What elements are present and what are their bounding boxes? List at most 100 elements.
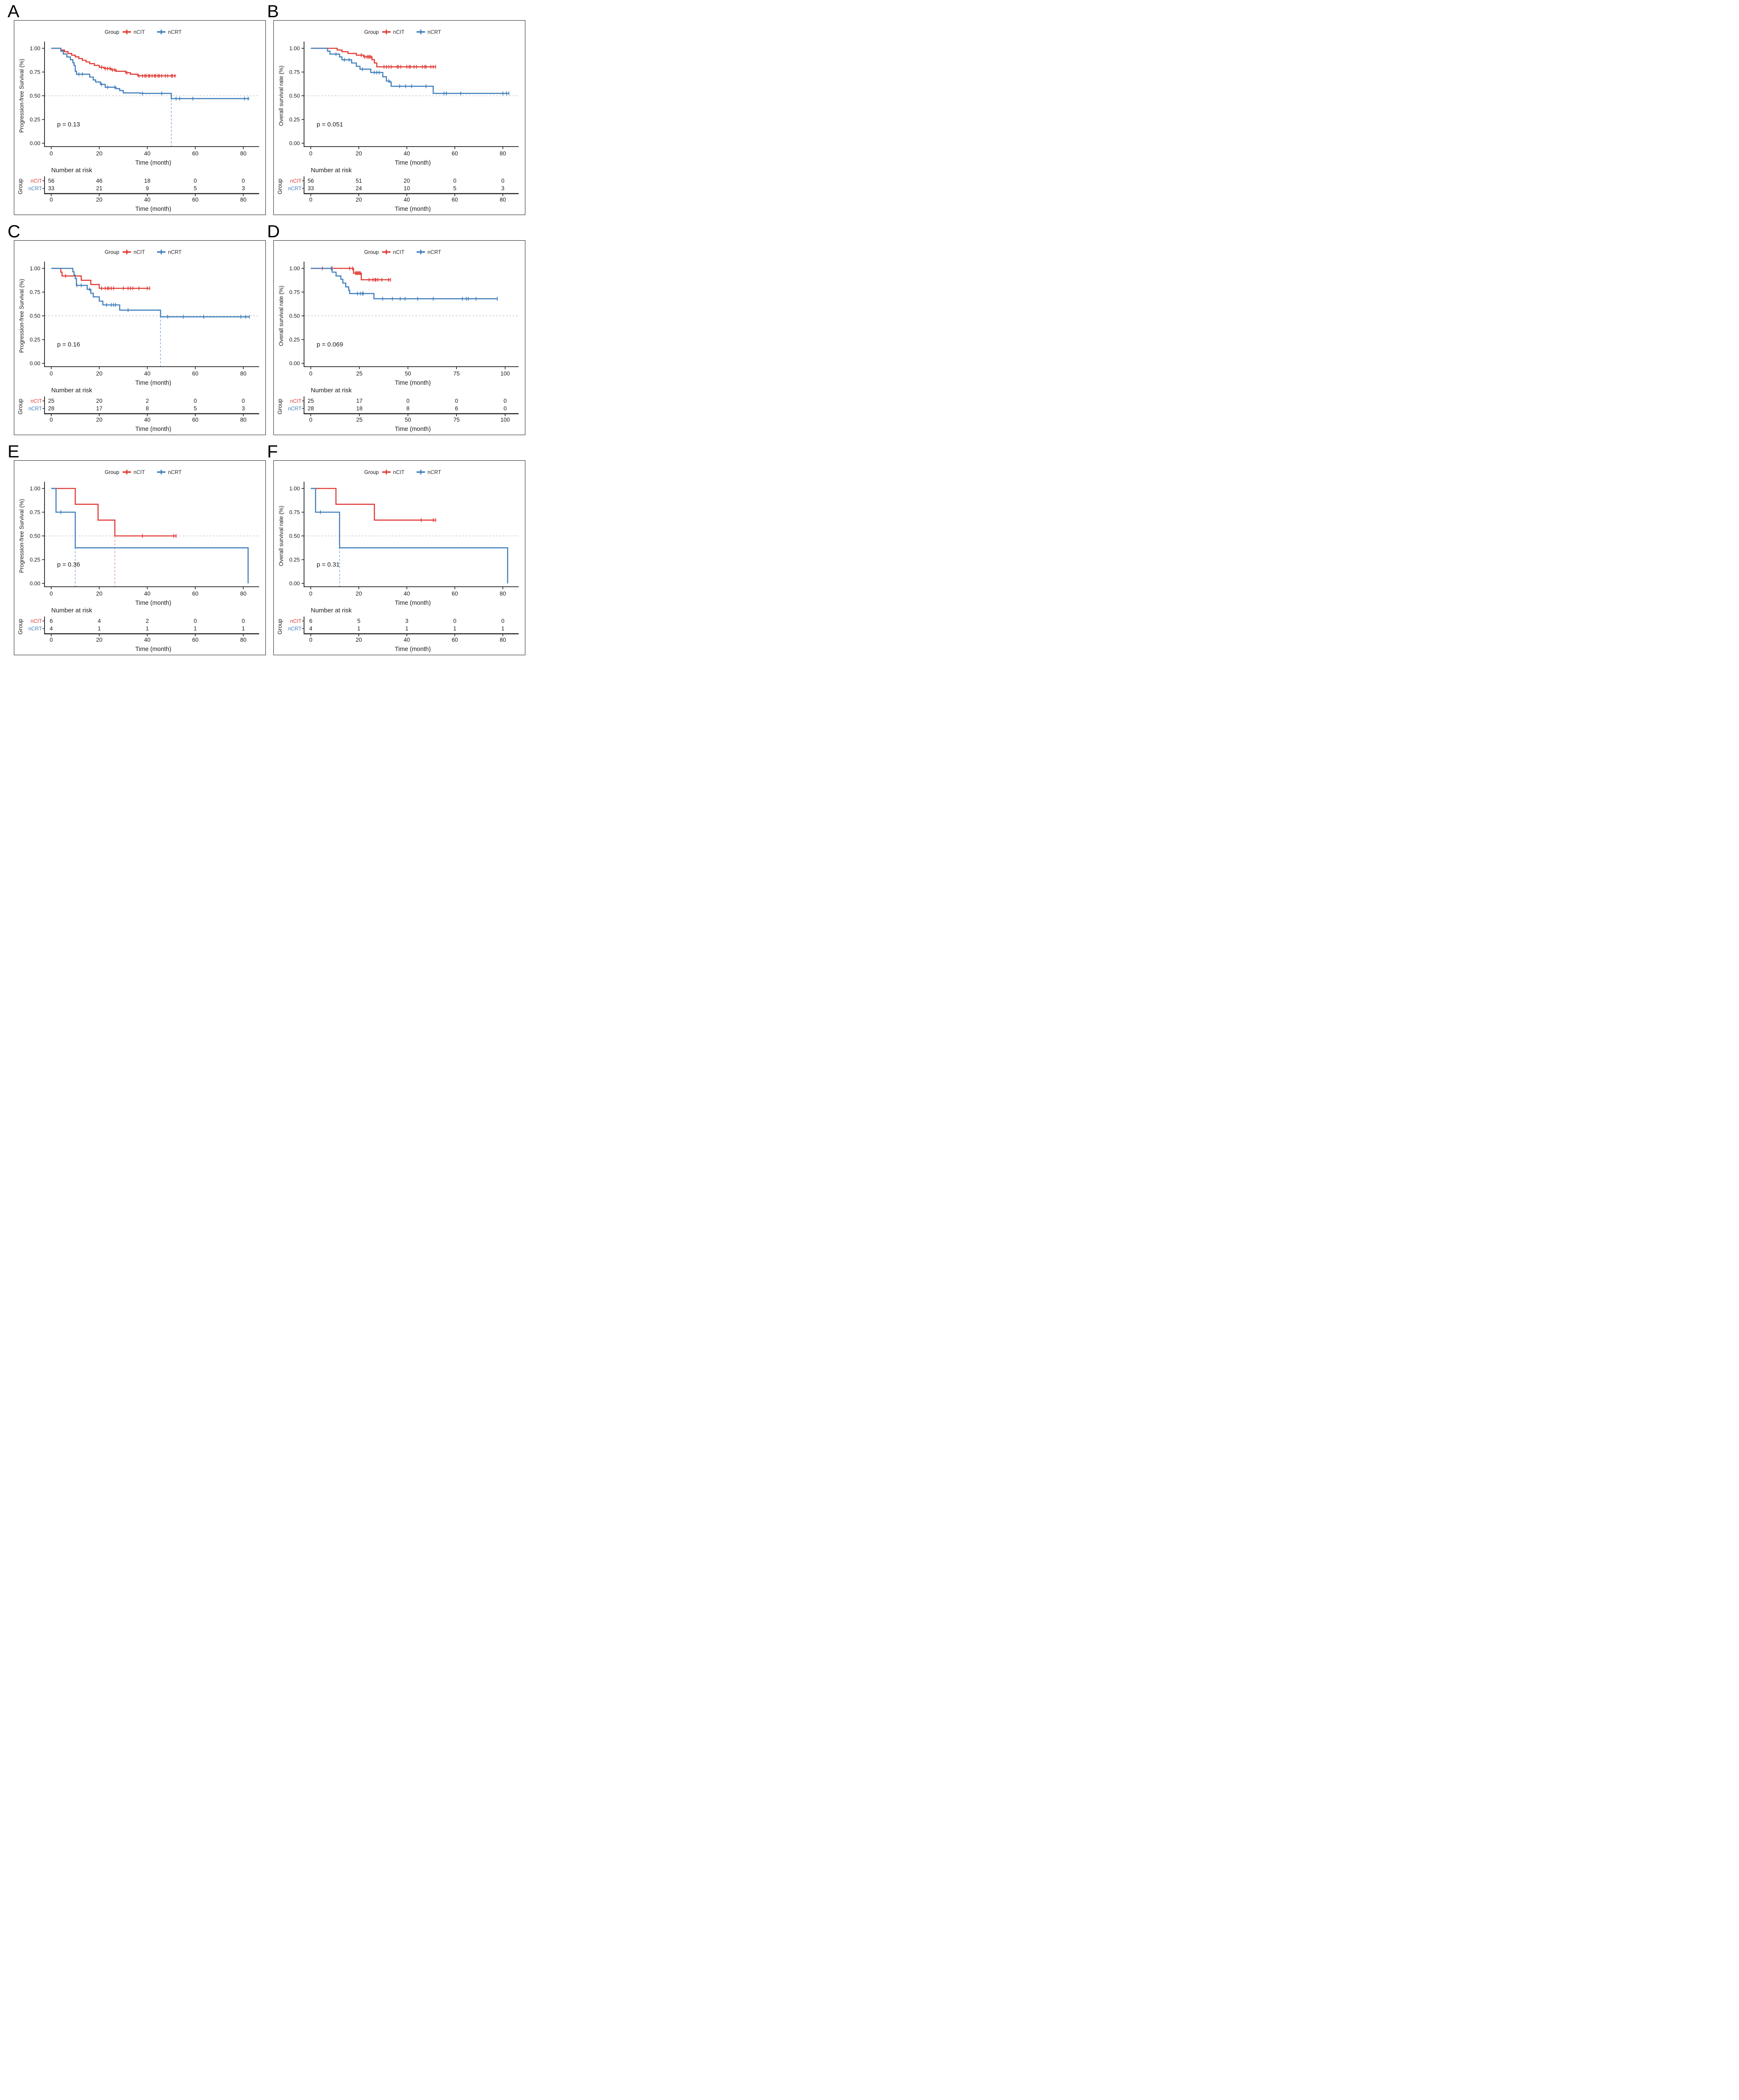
risk-count: 8 bbox=[407, 405, 410, 412]
risk-table-title: Number at risk bbox=[51, 167, 92, 174]
risk-x-tick-label: 0 bbox=[50, 417, 53, 423]
km-panel-F: Group nCIT nCRT 1.00 0.75 0.50 0.25 0.00 Overall… bbox=[273, 460, 525, 655]
risk-count: 28 bbox=[307, 405, 314, 412]
y-axis-title: Overall survival rate (%) bbox=[278, 506, 284, 566]
risk-x-tick-label: 20 bbox=[356, 197, 362, 203]
risk-count: 0 bbox=[242, 618, 245, 624]
y-tick-label: 0.25 bbox=[289, 336, 300, 343]
legend-label: nCIT bbox=[134, 470, 145, 475]
risk-count: 56 bbox=[48, 178, 54, 184]
legend-label: nCRT bbox=[168, 470, 182, 475]
x-axis-title: Time (month) bbox=[135, 160, 171, 166]
legend: Group nCIT nCRT bbox=[364, 29, 441, 35]
p-value-label: p = 0.36 bbox=[57, 561, 80, 568]
risk-count: 51 bbox=[356, 178, 362, 184]
risk-count: 4 bbox=[98, 618, 101, 624]
y-tick-label: 0.00 bbox=[30, 360, 40, 367]
legend: Group nCIT nCRT bbox=[364, 470, 441, 475]
x-tick-label: 80 bbox=[500, 591, 506, 597]
legend-item-nCRT: nCRT bbox=[417, 29, 441, 35]
x-tick-label: 50 bbox=[405, 370, 411, 377]
legend-item-nCRT: nCRT bbox=[157, 29, 182, 35]
km-curve-nCRT bbox=[51, 268, 249, 318]
risk-table-title: Number at risk bbox=[311, 167, 352, 174]
km-curve-nCIT bbox=[51, 268, 150, 289]
y-tick-label: 0.00 bbox=[30, 580, 40, 587]
legend-title: Group bbox=[364, 470, 379, 475]
risk-count: 0 bbox=[453, 178, 456, 184]
risk-count: 21 bbox=[96, 185, 102, 192]
risk-count: 0 bbox=[455, 398, 458, 404]
p-value-label: p = 0.31 bbox=[317, 561, 340, 568]
risk-x-tick-label: 0 bbox=[309, 637, 312, 643]
risk-count: 33 bbox=[48, 185, 54, 192]
x-axis-title: Time (month) bbox=[135, 600, 171, 606]
risk-count: 0 bbox=[242, 178, 245, 184]
km-curve-nCIT bbox=[51, 488, 176, 537]
legend-label: nCRT bbox=[428, 29, 441, 35]
y-tick-label: 0.25 bbox=[30, 336, 40, 343]
risk-x-tick-label: 40 bbox=[144, 417, 150, 423]
x-tick-label: 25 bbox=[356, 370, 362, 377]
x-tick-label: 40 bbox=[144, 370, 150, 377]
risk-x-axis-title: Time (month) bbox=[395, 206, 431, 213]
risk-x-tick-label: 80 bbox=[500, 637, 506, 643]
x-tick-label: 60 bbox=[192, 150, 199, 157]
risk-row-label-nCRT: nCRT bbox=[288, 626, 302, 632]
panel-letter-E: E bbox=[8, 441, 20, 461]
km-plot-svg-E: Group nCIT nCRT 1.00 0.75 0.50 0.25 0.00 Progres… bbox=[17, 470, 259, 653]
y-tick-label: 1.00 bbox=[289, 265, 300, 272]
y-tick-label: 0.50 bbox=[30, 93, 40, 99]
risk-count: 18 bbox=[356, 405, 362, 412]
risk-row-label-nCIT: nCIT bbox=[31, 178, 42, 184]
y-tick-label: 0.50 bbox=[289, 313, 300, 319]
x-tick-label: 20 bbox=[96, 591, 102, 597]
x-tick-label: 0 bbox=[309, 150, 312, 157]
x-axis-title: Time (month) bbox=[395, 600, 431, 606]
legend-label: nCIT bbox=[134, 249, 145, 255]
risk-x-tick-label: 40 bbox=[404, 197, 410, 203]
risk-table: Number at risk Group nCIT 56 46 18 0 0 nCRT 33 21 9… bbox=[17, 167, 259, 213]
legend: Group nCIT nCRT bbox=[364, 249, 441, 255]
risk-count: 5 bbox=[453, 185, 456, 192]
risk-group-axis-label: Group bbox=[277, 619, 283, 635]
risk-count: 24 bbox=[356, 185, 362, 192]
risk-count: 0 bbox=[504, 405, 507, 412]
legend-label: nCRT bbox=[168, 249, 182, 255]
risk-count: 2 bbox=[146, 398, 149, 404]
panel-letter-C: C bbox=[8, 221, 21, 241]
x-tick-label: 0 bbox=[50, 150, 53, 157]
risk-count: 1 bbox=[146, 625, 149, 632]
risk-count: 1 bbox=[194, 625, 197, 632]
risk-x-tick-label: 40 bbox=[144, 637, 150, 643]
x-tick-label: 40 bbox=[144, 591, 150, 597]
risk-count: 5 bbox=[194, 405, 197, 412]
risk-x-tick-label: 60 bbox=[452, 197, 458, 203]
risk-count: 0 bbox=[504, 398, 507, 404]
x-tick-label: 40 bbox=[404, 150, 410, 157]
risk-count: 0 bbox=[242, 398, 245, 404]
panel-letter-F: F bbox=[267, 441, 278, 461]
y-tick-label: 0.75 bbox=[30, 289, 40, 295]
risk-group-axis-label: Group bbox=[17, 399, 24, 415]
x-tick-label: 100 bbox=[501, 370, 510, 377]
km-plot-svg-A: Group nCIT nCRT 1.00 0.75 0.50 0.25 0.00 Progres… bbox=[17, 29, 259, 213]
risk-count: 1 bbox=[242, 625, 245, 632]
risk-count: 1 bbox=[501, 625, 505, 632]
risk-row-label-nCRT: nCRT bbox=[288, 186, 302, 192]
km-panel-D: Group nCIT nCRT 1.00 0.75 0.50 0.25 0.00 Overall… bbox=[273, 240, 525, 435]
risk-count: 0 bbox=[407, 398, 410, 404]
risk-row-label-nCIT: nCIT bbox=[290, 178, 302, 184]
risk-row-label-nCRT: nCRT bbox=[29, 406, 42, 412]
x-axis-title: Time (month) bbox=[395, 380, 431, 386]
risk-count: 9 bbox=[146, 185, 149, 192]
risk-row-label-nCRT: nCRT bbox=[288, 406, 302, 412]
risk-count: 1 bbox=[405, 625, 409, 632]
x-tick-label: 60 bbox=[452, 150, 458, 157]
y-tick-label: 0.75 bbox=[289, 509, 300, 515]
p-value-label: p = 0.16 bbox=[57, 341, 80, 348]
risk-count: 1 bbox=[98, 625, 101, 632]
risk-x-tick-label: 80 bbox=[500, 197, 506, 203]
risk-x-axis-title: Time (month) bbox=[395, 646, 431, 653]
